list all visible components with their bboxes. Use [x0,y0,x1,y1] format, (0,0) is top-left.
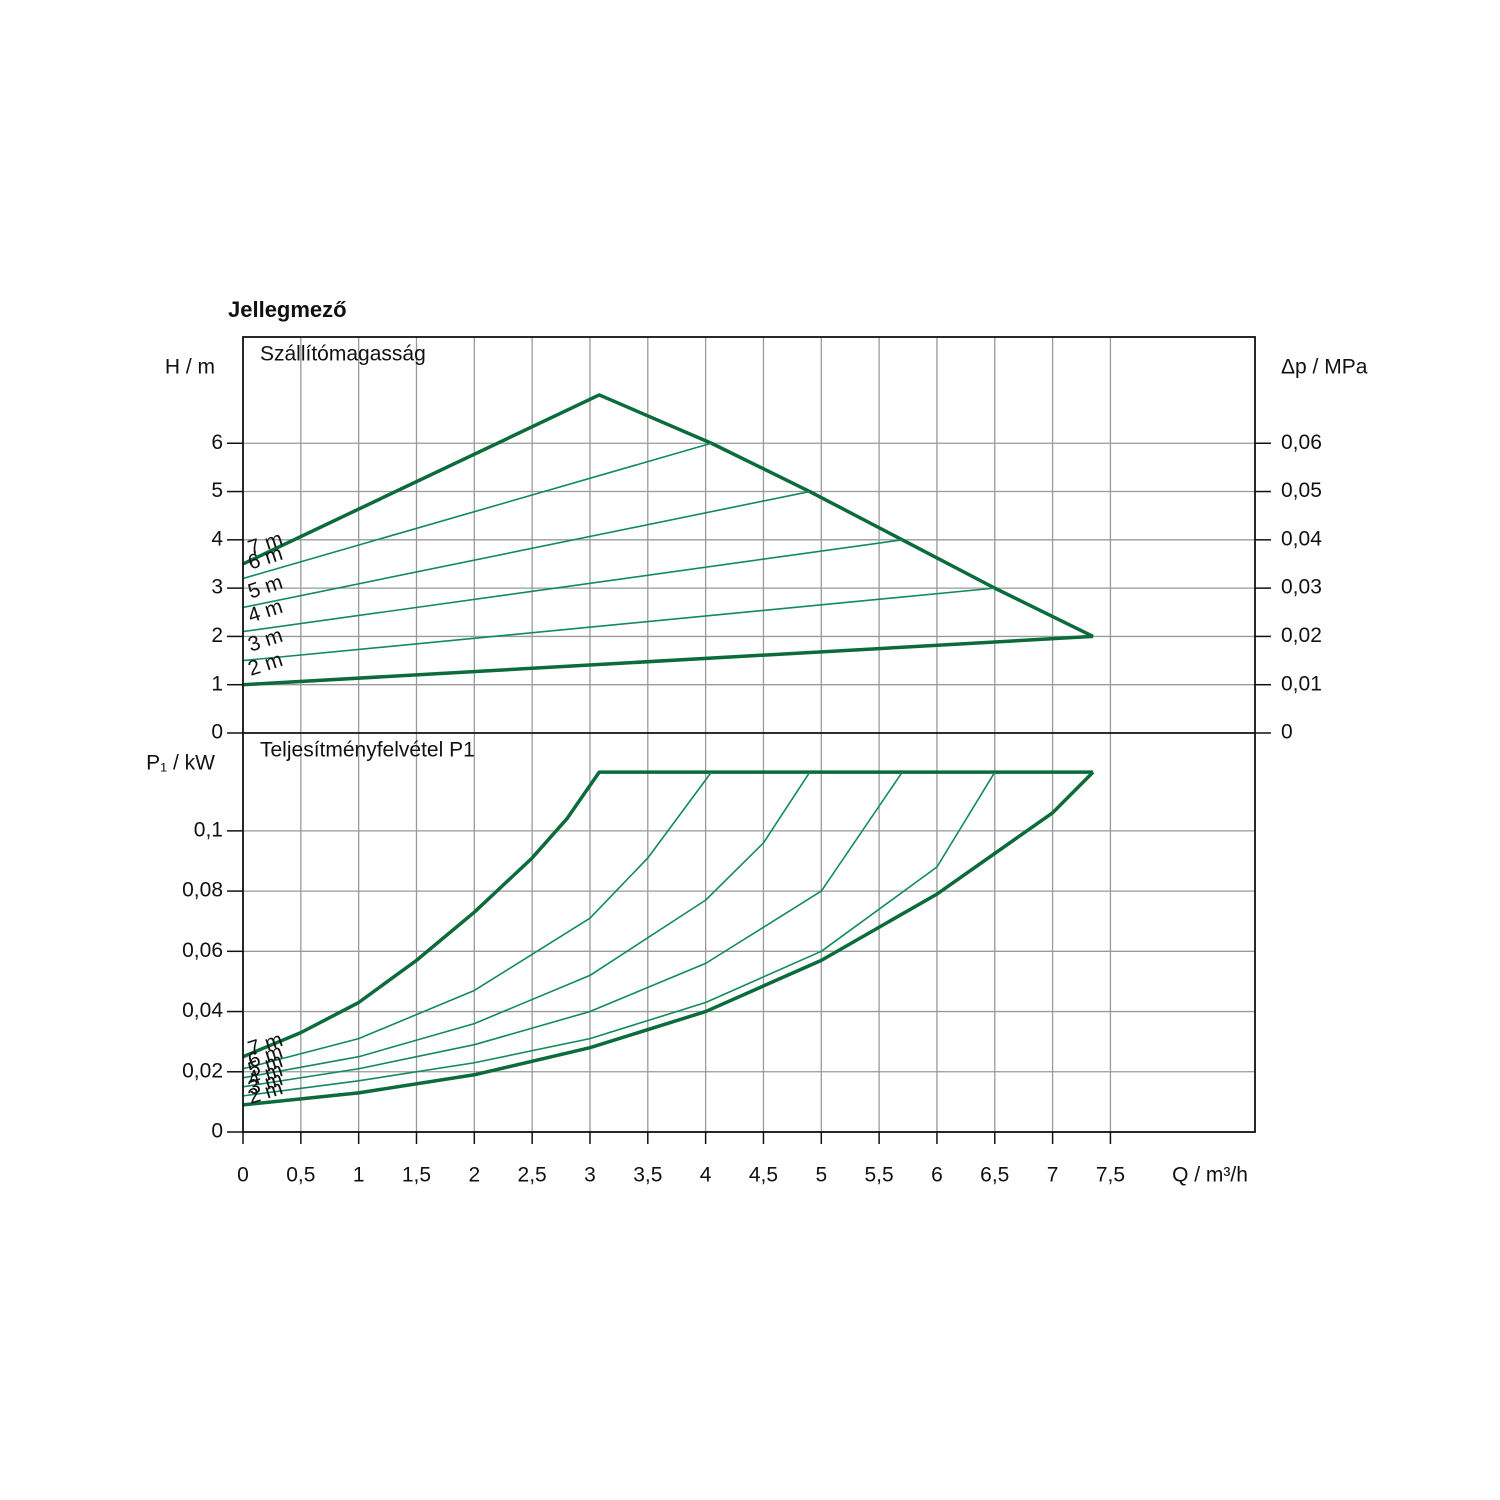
y-tick-label: 0,04 [182,999,223,1022]
series-line [242,634,1094,687]
x-tick-label: 5,5 [865,1164,894,1187]
y2-tick-label: 0,01 [1281,672,1322,695]
subtitle: Szállítómagasság [260,343,426,366]
y-tick-label: 5 [211,479,223,502]
y-tick-label: 0,02 [182,1059,223,1082]
x-tick-label: 4,5 [749,1164,778,1187]
x-tick-label: 2 [468,1164,480,1187]
y-axis-label: P₁ / kW [146,752,215,775]
y-tick-label: 0 [211,721,223,744]
series-line [242,490,810,609]
series-line [242,770,1095,1107]
x-tick-label: 3,5 [633,1164,662,1187]
y2-tick-label: 0,03 [1281,576,1322,599]
plot-frame [242,336,1256,1133]
x-tick-label: 4 [700,1164,712,1187]
x-tick-label: 2,5 [518,1164,547,1187]
y2-tick-label: 0,06 [1281,431,1322,454]
y-tick-label: 0,1 [194,818,223,841]
subtitle: Teljesítményfelvétel P1 [260,739,475,762]
x-tick-label: 6,5 [980,1164,1009,1187]
series-line [242,393,1094,638]
series-line [242,587,995,662]
series-line [242,771,811,1079]
y2-tick-label: 0,04 [1281,527,1322,550]
y2-tick-label: 0,02 [1281,624,1322,647]
x-tick-label: 0,5 [286,1164,315,1187]
series-line [242,539,903,633]
y-tick-label: 0,08 [182,879,223,902]
x-tick-label: 3 [584,1164,596,1187]
x-tick-label: 6 [931,1164,943,1187]
y-tick-label: 0 [211,1120,223,1143]
y2-tick-label: 0,05 [1281,479,1322,502]
y-tick-label: 0,06 [182,939,223,962]
series-line [242,770,1094,1059]
series-line [242,442,712,580]
x-tick-label: 1,5 [402,1164,431,1187]
series-line [242,771,996,1097]
y2-tick-label: 0 [1281,721,1293,744]
y-axis-label: H / m [165,356,215,379]
series-line [242,771,903,1088]
y-tick-label: 6 [211,431,223,454]
y-tick-label: 4 [211,527,223,550]
series-line [242,771,713,1070]
y-tick-label: 3 [211,576,223,599]
page-title: Jellegmező [228,297,347,322]
y2-axis-label: Δp / MPa [1281,356,1368,379]
x-tick-label: 7 [1047,1164,1059,1187]
x-tick-label: 5 [815,1164,827,1187]
x-tick-label: 7,5 [1096,1164,1125,1187]
x-axis-label: Q / m³/h [1172,1164,1248,1187]
x-tick-label: 1 [353,1164,365,1187]
x-tick-label: 0 [237,1164,249,1187]
y-tick-label: 2 [211,624,223,647]
y-tick-label: 1 [211,672,223,695]
